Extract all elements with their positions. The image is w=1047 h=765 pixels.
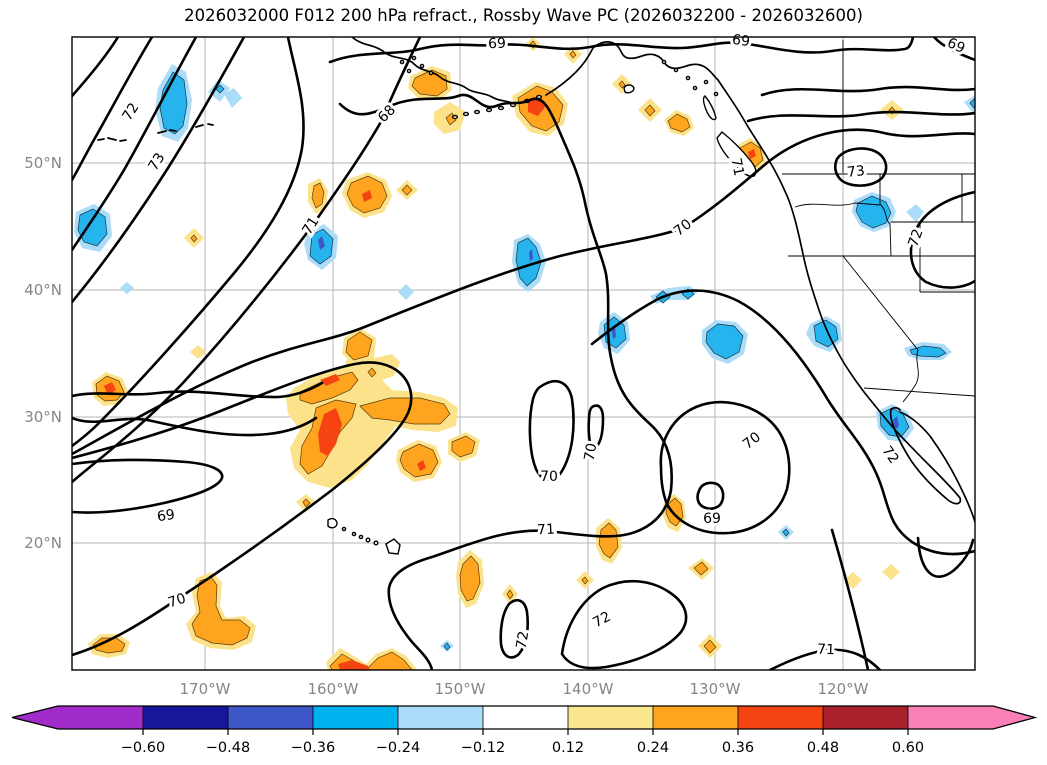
lat-tick-label: 40°N bbox=[24, 281, 62, 299]
lon-tick-label: 120°W bbox=[818, 680, 869, 698]
colorbar-segment bbox=[738, 706, 823, 729]
lon-tick-label: 170°W bbox=[180, 680, 231, 698]
colorbar-tick-label: 0.60 bbox=[892, 740, 924, 756]
contour-label: 70 bbox=[740, 429, 764, 453]
map-gridlines bbox=[72, 37, 975, 670]
contour-label: 69 bbox=[156, 507, 176, 525]
contour-label: 72 bbox=[514, 630, 533, 650]
colorbar: −0.60 −0.48 −0.36 −0.24 −0.12 0.12 0.24 0.36 0.4… bbox=[11, 705, 1038, 756]
colorbar-segment bbox=[143, 706, 228, 729]
colorbar-tick-label: 0.36 bbox=[722, 740, 754, 756]
lon-tick-label: 130°W bbox=[690, 680, 741, 698]
colorbar-segment bbox=[483, 706, 568, 729]
colorbar-tick-label: −0.60 bbox=[121, 740, 165, 756]
contour-label: 69 bbox=[488, 36, 506, 53]
lat-tick-label: 50°N bbox=[24, 154, 62, 172]
colorbar-tick-label: 0.12 bbox=[552, 740, 584, 756]
contour-label: 72 bbox=[878, 443, 901, 467]
colorbar-tick-label: −0.24 bbox=[376, 740, 420, 756]
lon-tick-label: 140°W bbox=[563, 680, 614, 698]
contour-label: 70 bbox=[671, 216, 695, 240]
contour-lines bbox=[72, 37, 975, 670]
colorbar-segment bbox=[568, 706, 653, 729]
contour-label: 69 bbox=[731, 32, 751, 50]
colorbar-left-arrow bbox=[12, 706, 58, 729]
contour-label: 69 bbox=[945, 35, 968, 57]
colorbar-segment bbox=[228, 706, 313, 729]
lat-tick-label: 20°N bbox=[24, 534, 62, 552]
colorbar-tick-label: −0.12 bbox=[461, 740, 505, 756]
lat-tick-label: 30°N bbox=[24, 408, 62, 426]
state-borders bbox=[782, 40, 975, 403]
colorbar-right-arrow bbox=[993, 706, 1035, 729]
colorbar-segment bbox=[653, 706, 738, 729]
contour-label: 70 bbox=[540, 469, 558, 485]
contour-label: 73 bbox=[846, 163, 865, 181]
colorbar-segment bbox=[313, 706, 398, 729]
contour-label: 72 bbox=[590, 609, 613, 631]
contour-label: 71 bbox=[817, 642, 835, 659]
contour-label: 71 bbox=[727, 157, 746, 178]
axis-label-layer: 50°N 40°N 30°N 20°N 170°W 160°W 150°W 140°W 130°… bbox=[24, 154, 868, 698]
map-frame bbox=[71, 36, 976, 671]
coastlines bbox=[97, 37, 975, 555]
anomaly-shading bbox=[74, 37, 975, 670]
colorbar-tick-label: 0.48 bbox=[807, 740, 839, 756]
colorbar-segment bbox=[58, 706, 143, 729]
lon-tick-label: 150°W bbox=[435, 680, 486, 698]
plot-title: 2026032000 F012 200 hPa refract., Rossby… bbox=[184, 6, 863, 25]
colorbar-tick-label: −0.36 bbox=[291, 740, 335, 756]
contour-label: 71 bbox=[537, 522, 556, 539]
colorbar-tick-label: 0.24 bbox=[637, 740, 669, 756]
contour-label: 70 bbox=[582, 442, 601, 462]
contour-label: 68 bbox=[375, 102, 399, 126]
colorbar-tick-label: −0.48 bbox=[206, 740, 250, 756]
contour-label: 72 bbox=[119, 100, 142, 124]
colorbar-segment bbox=[823, 706, 908, 729]
colorbar-segment bbox=[908, 706, 993, 729]
colorbar-segment bbox=[398, 706, 483, 729]
contour-label: 69 bbox=[703, 511, 721, 527]
colorbar-outline bbox=[11, 705, 1038, 730]
contour-label: 72 bbox=[905, 227, 926, 249]
lon-tick-label: 160°W bbox=[308, 680, 359, 698]
